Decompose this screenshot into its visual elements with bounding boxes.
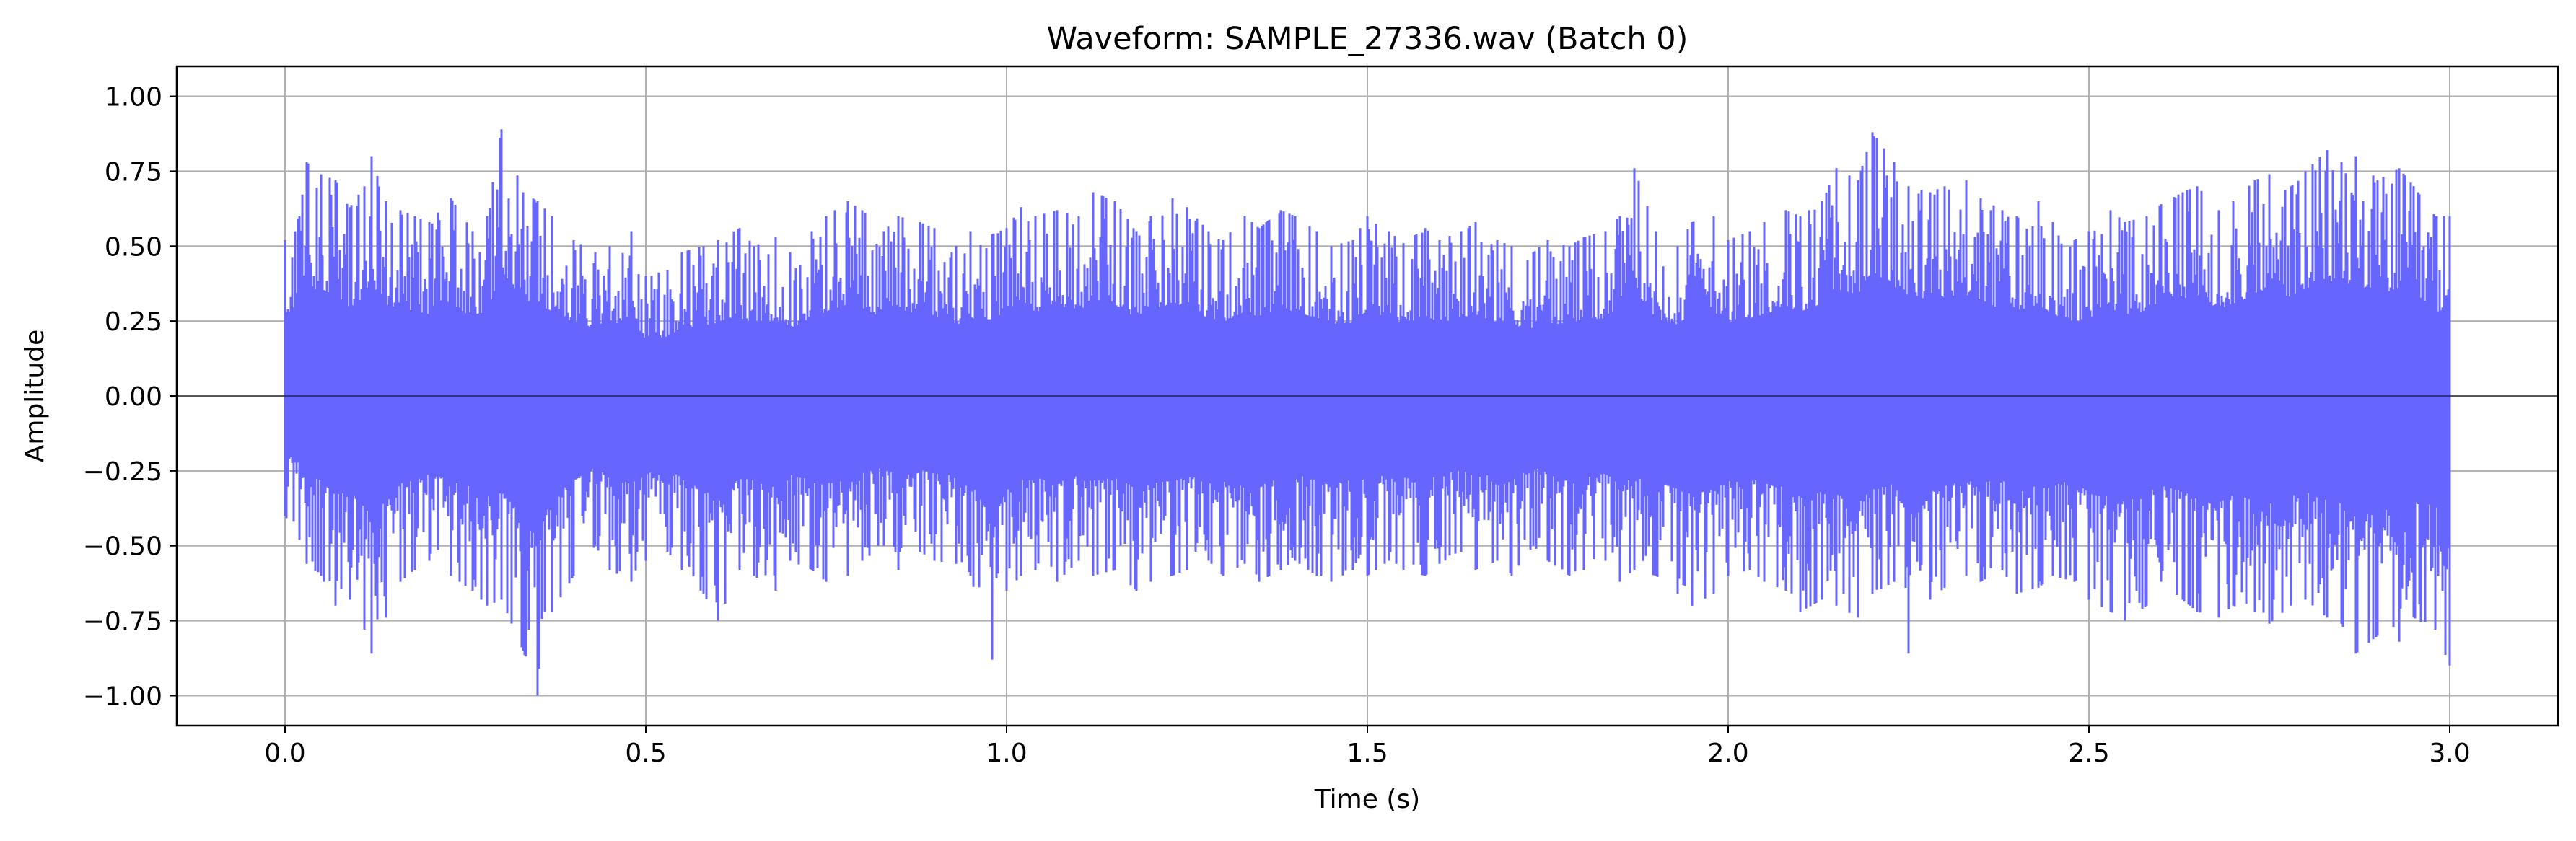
x-tick-label: 1.0 xyxy=(986,739,1027,768)
x-tick-label: 1.5 xyxy=(1346,739,1388,768)
x-axis-label: Time (s) xyxy=(1314,785,1420,814)
y-tick-label: 1.00 xyxy=(105,83,162,113)
y-tick-label: −1.00 xyxy=(83,682,162,711)
x-tick-label: 3.0 xyxy=(2429,739,2470,768)
y-tick-label: 0.75 xyxy=(105,157,162,187)
y-tick-label: 0.50 xyxy=(105,232,162,262)
y-tick-label: −0.25 xyxy=(83,457,162,487)
y-tick-label: 0.00 xyxy=(105,382,162,412)
x-tick-label: 2.0 xyxy=(1707,739,1748,768)
y-tick-label: −0.50 xyxy=(83,532,162,562)
y-axis-label: Amplitude xyxy=(20,330,50,462)
waveform-series xyxy=(177,129,2558,696)
x-tick-label: 0.0 xyxy=(264,739,305,768)
x-tick-label: 2.5 xyxy=(2068,739,2109,768)
y-tick-label: 0.25 xyxy=(105,307,162,337)
axis-ticks: 0.0 0.5 1.0 1.5 2.0 2.5 3.0 1.00 0.75 0.50 0.25 0.0… xyxy=(83,83,2471,768)
y-tick-label: −0.75 xyxy=(83,607,162,637)
x-tick-label: 0.5 xyxy=(625,739,666,768)
chart-title: Waveform: SAMPLE_27336.wav (Batch 0) xyxy=(1047,21,1688,57)
waveform-peaks xyxy=(284,129,2451,696)
